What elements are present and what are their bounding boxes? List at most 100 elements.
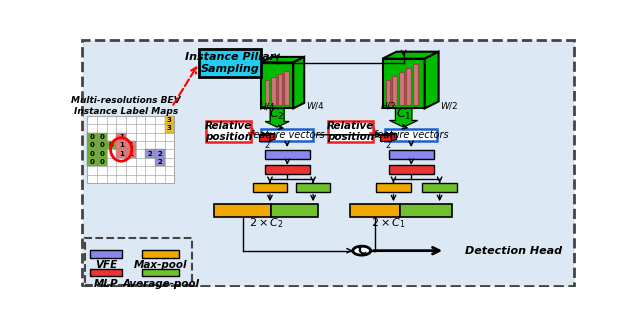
FancyBboxPatch shape: [88, 150, 97, 158]
FancyBboxPatch shape: [284, 71, 289, 105]
Text: 2: 2: [264, 141, 269, 150]
FancyBboxPatch shape: [88, 158, 97, 166]
Text: 0: 0: [109, 142, 114, 148]
FancyBboxPatch shape: [145, 150, 155, 158]
Text: feature vectors: feature vectors: [250, 130, 324, 140]
FancyBboxPatch shape: [261, 62, 293, 109]
Polygon shape: [390, 109, 417, 127]
FancyBboxPatch shape: [261, 129, 313, 141]
FancyBboxPatch shape: [350, 204, 400, 217]
Polygon shape: [266, 109, 289, 127]
Text: Multi-resolutions BEV
Instance Label Maps: Multi-resolutions BEV Instance Label Map…: [71, 96, 180, 116]
Text: 1: 1: [119, 134, 124, 140]
FancyBboxPatch shape: [155, 158, 164, 166]
FancyBboxPatch shape: [207, 121, 251, 142]
FancyBboxPatch shape: [259, 135, 270, 141]
FancyBboxPatch shape: [126, 150, 136, 158]
FancyBboxPatch shape: [422, 183, 457, 192]
Circle shape: [353, 246, 371, 255]
Text: 0: 0: [99, 134, 104, 140]
Text: 2: 2: [157, 159, 162, 165]
Polygon shape: [261, 57, 304, 62]
FancyBboxPatch shape: [389, 165, 434, 174]
FancyBboxPatch shape: [271, 204, 318, 217]
Text: 0: 0: [99, 142, 104, 148]
Polygon shape: [380, 134, 397, 135]
Text: 3: 3: [167, 117, 172, 123]
FancyBboxPatch shape: [90, 250, 122, 257]
Text: Average-pool: Average-pool: [122, 278, 199, 288]
FancyBboxPatch shape: [164, 116, 174, 124]
FancyBboxPatch shape: [199, 49, 261, 77]
FancyBboxPatch shape: [116, 150, 126, 158]
FancyBboxPatch shape: [97, 150, 107, 158]
Polygon shape: [392, 134, 397, 141]
Text: $W/4$: $W/4$: [306, 100, 324, 111]
FancyBboxPatch shape: [400, 204, 452, 217]
Text: 1: 1: [129, 151, 133, 157]
Text: Max-pool: Max-pool: [134, 260, 188, 270]
FancyBboxPatch shape: [406, 68, 412, 105]
Text: 2: 2: [148, 151, 152, 157]
Text: $H/2$: $H/2$: [380, 100, 396, 111]
Text: 0: 0: [90, 142, 95, 148]
Text: 2: 2: [157, 151, 162, 157]
FancyBboxPatch shape: [214, 204, 271, 217]
FancyBboxPatch shape: [155, 150, 164, 158]
FancyBboxPatch shape: [83, 40, 573, 286]
FancyBboxPatch shape: [116, 141, 126, 150]
Text: 3: 3: [167, 125, 172, 131]
Text: 1: 1: [119, 151, 124, 157]
Text: $H/4$: $H/4$: [259, 101, 276, 112]
FancyBboxPatch shape: [97, 141, 107, 150]
FancyBboxPatch shape: [253, 183, 287, 192]
Polygon shape: [270, 134, 275, 141]
FancyBboxPatch shape: [142, 268, 179, 276]
FancyBboxPatch shape: [164, 124, 174, 133]
Text: 2: 2: [385, 141, 390, 150]
FancyBboxPatch shape: [97, 158, 107, 166]
FancyBboxPatch shape: [97, 133, 107, 141]
Text: 0: 0: [99, 159, 104, 165]
Text: $2 \times C_1$: $2 \times C_1$: [371, 216, 406, 230]
FancyBboxPatch shape: [376, 183, 411, 192]
FancyBboxPatch shape: [88, 116, 174, 183]
Text: 0: 0: [90, 134, 95, 140]
FancyBboxPatch shape: [88, 141, 97, 150]
Text: Relative
position: Relative position: [205, 120, 252, 142]
FancyBboxPatch shape: [385, 80, 390, 105]
FancyBboxPatch shape: [278, 74, 282, 105]
FancyBboxPatch shape: [389, 150, 434, 159]
FancyBboxPatch shape: [265, 80, 269, 105]
FancyBboxPatch shape: [85, 238, 191, 285]
Text: $2 \times C_2$: $2 \times C_2$: [249, 216, 284, 230]
FancyBboxPatch shape: [107, 141, 116, 150]
Polygon shape: [425, 52, 438, 109]
Text: C: C: [357, 244, 366, 257]
Text: $C_1$: $C_1$: [396, 107, 412, 122]
FancyBboxPatch shape: [265, 165, 310, 174]
Text: $W/2$: $W/2$: [440, 100, 458, 111]
Polygon shape: [259, 134, 275, 135]
FancyBboxPatch shape: [116, 133, 126, 141]
Text: VFE: VFE: [95, 260, 117, 270]
Text: $C_2$: $C_2$: [269, 107, 285, 122]
Text: MLP: MLP: [94, 278, 118, 288]
Polygon shape: [293, 57, 304, 109]
Text: feature vectors: feature vectors: [374, 130, 449, 140]
Text: 1: 1: [119, 142, 124, 148]
FancyBboxPatch shape: [380, 135, 392, 141]
FancyBboxPatch shape: [328, 121, 372, 142]
Text: 0: 0: [90, 151, 95, 157]
Text: 0: 0: [99, 151, 104, 157]
Text: Detection Head: Detection Head: [465, 246, 562, 256]
FancyBboxPatch shape: [383, 59, 425, 109]
Text: 1: 1: [129, 142, 133, 148]
Text: 0: 0: [90, 159, 95, 165]
FancyBboxPatch shape: [399, 72, 404, 105]
Text: Relative
position: Relative position: [326, 120, 374, 142]
FancyBboxPatch shape: [88, 133, 97, 141]
Polygon shape: [383, 52, 438, 59]
FancyBboxPatch shape: [296, 183, 330, 192]
Text: Instance Pillar
Sampling: Instance Pillar Sampling: [185, 52, 275, 74]
